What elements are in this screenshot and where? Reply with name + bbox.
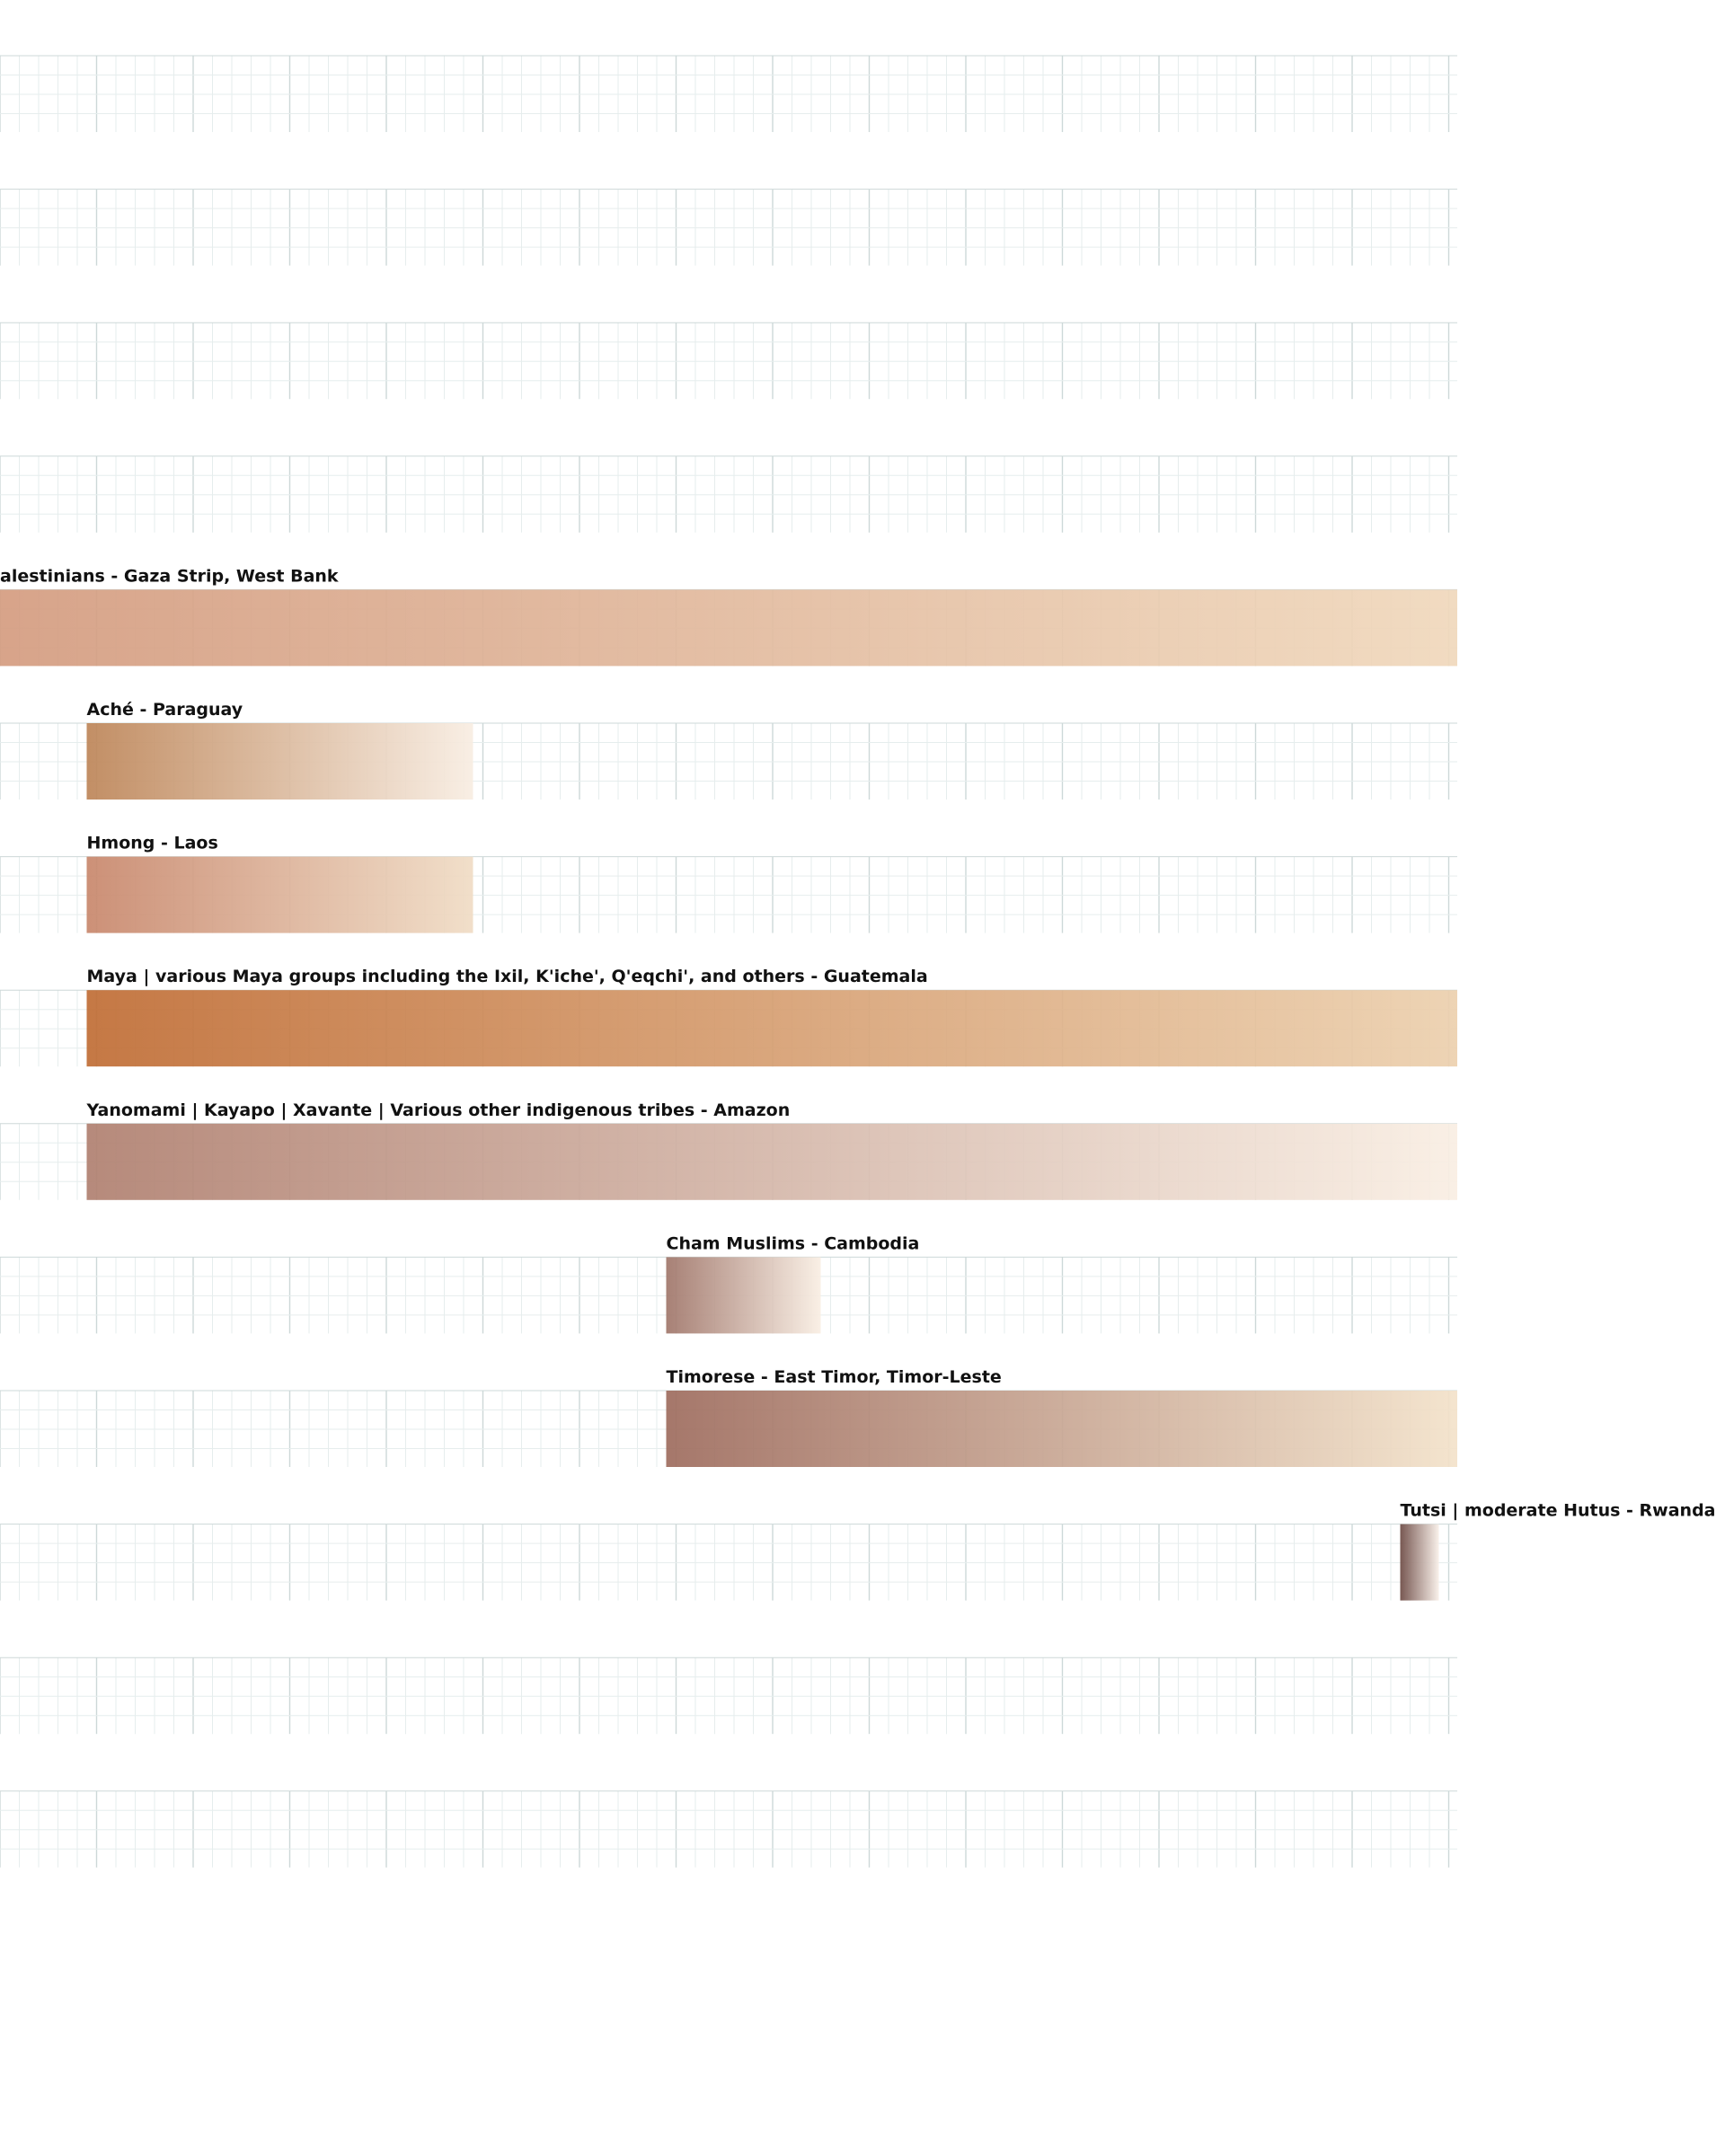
timeline-row: Timorese - East Timor, Timor-Leste <box>0 1367 1457 1467</box>
row-label: Timorese - East Timor, Timor-Leste <box>667 1367 1002 1387</box>
timeline-row: Aché - Paraguay <box>0 700 1457 800</box>
timeline-bar <box>86 1123 1457 1200</box>
row-label: Cham Muslims - Cambodia <box>667 1233 920 1253</box>
timeline-row: Maya | various Maya groups including the… <box>0 967 1457 1067</box>
row-grid <box>0 189 1457 266</box>
timeline-bar <box>0 589 1457 667</box>
timeline-row: Yazidis - Iraq <box>0 1657 1457 1735</box>
row-grid <box>0 1790 1457 1868</box>
timeline-bar <box>86 990 1457 1067</box>
timeline-row <box>0 322 1457 400</box>
timeline-bar <box>666 1257 821 1334</box>
timeline-bar <box>86 723 473 800</box>
row-label: Maya | various Maya groups including the… <box>87 967 928 986</box>
row-grid <box>0 322 1457 400</box>
row-label: Hmong - Laos <box>87 834 218 853</box>
row-label: alestinians - Gaza Strip, West Bank <box>0 566 339 586</box>
row-label: Yanomami | Kayapo | Xavante | Various ot… <box>86 1100 791 1120</box>
timeline-bar <box>86 856 473 933</box>
timeline-row <box>0 189 1457 266</box>
row-grid <box>0 1524 1457 1601</box>
timeline-row: alestinians - Gaza Strip, West Bank <box>0 566 1457 667</box>
row-grid <box>0 1657 1457 1735</box>
timeline-bar <box>1400 1524 1439 1601</box>
timeline-row: Yanomami | Kayapo | Xavante | Various ot… <box>0 1100 1457 1200</box>
timeline-row: Rohingya - Myanmar <box>0 1790 1457 1868</box>
timeline-bar <box>666 1391 1457 1467</box>
row-label: Aché - Paraguay <box>87 700 243 720</box>
timeline-row <box>0 455 1457 533</box>
timeline-row <box>0 55 1457 132</box>
row-grid <box>0 455 1457 533</box>
timeline-row: Tutsi | moderate Hutus - Rwanda <box>0 1501 1716 1601</box>
timeline-row: Hmong - Laos <box>0 834 1457 933</box>
row-label: Tutsi | moderate Hutus - Rwanda <box>1401 1501 1716 1521</box>
row-grid <box>0 55 1457 132</box>
timeline-row: Cham Muslims - Cambodia <box>0 1233 1457 1334</box>
